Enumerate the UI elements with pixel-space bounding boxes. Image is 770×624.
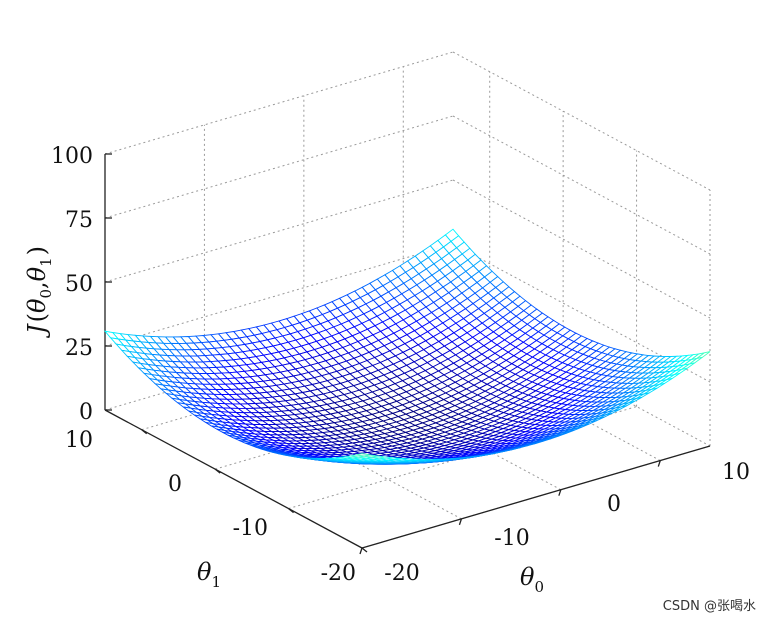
theta1-axis-label: θ1 xyxy=(197,558,221,591)
tick-mark xyxy=(657,460,661,467)
mesh-cell xyxy=(356,453,370,457)
z-tick-label: 50 xyxy=(65,272,93,297)
watermark: CSDN @张喝水 xyxy=(662,599,756,614)
z-tick-label: 100 xyxy=(51,144,93,169)
z-axis-label: J(θ0,θ1) xyxy=(23,246,55,339)
mesh-surface xyxy=(103,228,711,465)
theta0-tick-label: -20 xyxy=(384,561,419,586)
tick-mark xyxy=(458,518,463,526)
theta0-tick-label: -10 xyxy=(494,526,529,551)
z-tick-label: 25 xyxy=(65,336,93,361)
z-tick-label: 75 xyxy=(65,208,93,233)
tick-mark xyxy=(214,468,221,474)
axis-box xyxy=(104,153,711,555)
theta0-tick-label: 10 xyxy=(722,460,750,485)
tick-mark xyxy=(558,489,562,496)
grid-line xyxy=(452,115,711,255)
theta1-tick-label: 10 xyxy=(65,428,93,453)
theta0-tick-label: 0 xyxy=(607,492,621,517)
z-tick-label: 0 xyxy=(79,400,93,425)
grid-line xyxy=(104,243,454,347)
tick-mark xyxy=(361,547,368,553)
theta1-tick-label: -10 xyxy=(233,516,268,541)
grid-line xyxy=(452,51,711,191)
axis-line xyxy=(361,445,711,549)
theta1-tick-label: 0 xyxy=(168,472,182,497)
tick-mark xyxy=(288,508,294,514)
grid-line xyxy=(104,115,454,219)
grid-line xyxy=(452,179,711,319)
grid-line xyxy=(104,179,454,283)
axis-line xyxy=(104,409,363,549)
theta1-tick-label: -20 xyxy=(321,561,356,586)
tick-mark xyxy=(359,547,363,555)
theta0-axis-label: θ0 xyxy=(520,563,544,596)
tick-mark xyxy=(141,429,148,435)
grid-line xyxy=(104,51,454,155)
grid-line xyxy=(452,243,711,383)
